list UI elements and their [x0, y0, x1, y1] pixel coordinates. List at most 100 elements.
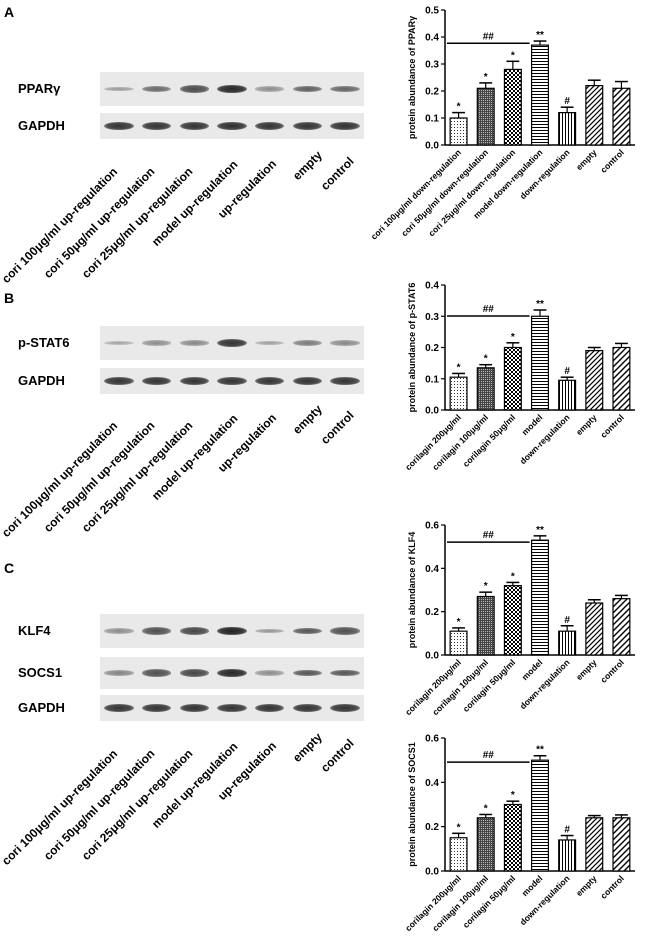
y-tick-label: 0.2	[425, 822, 439, 833]
blot-band	[255, 86, 285, 92]
blot-band	[330, 376, 360, 386]
significance-mark: #	[564, 615, 570, 626]
bracket-label: ##	[483, 750, 495, 761]
blot-band	[255, 703, 285, 713]
blot-band	[330, 627, 360, 635]
y-axis-label: protein abundance of p-STAT6	[407, 283, 417, 413]
blot-band	[179, 627, 209, 635]
blot-band	[292, 627, 323, 635]
y-tick-label: 0.6	[425, 521, 439, 532]
bar	[530, 315, 550, 411]
significance-mark: **	[536, 299, 544, 310]
category-label: model	[520, 412, 545, 437]
blot-band	[255, 670, 285, 676]
significance-mark: *	[484, 72, 488, 83]
panel-letter-b: B	[4, 290, 15, 306]
bar	[612, 817, 631, 872]
bar	[558, 111, 577, 146]
blot-row-label: KLF4	[18, 623, 51, 638]
significance-mark: *	[511, 332, 515, 343]
y-tick-label: 0.4	[425, 778, 439, 789]
significance-mark: **	[536, 745, 544, 756]
y-axis-label: protein abundance of PPARγ	[407, 16, 417, 139]
bar	[476, 87, 495, 146]
bar	[449, 117, 468, 146]
ppar-gamma-chart: 0.0 0.1 0.2 0.3 0.4 0.5 protein abundance of P…	[369, 6, 635, 242]
blot-band	[255, 340, 285, 346]
bar	[503, 803, 522, 872]
blot-band	[292, 669, 323, 677]
bar	[530, 759, 550, 872]
bar	[558, 839, 577, 872]
blot-band	[141, 376, 172, 386]
significance-mark: #	[564, 366, 570, 377]
y-tick-label: 0.3	[425, 60, 439, 71]
y-tick-label: 0.3	[425, 312, 439, 323]
bar	[585, 84, 604, 146]
blot-band	[141, 85, 172, 93]
blot-band	[141, 121, 172, 131]
y-tick-label: 0.0	[425, 867, 439, 878]
y-axis-label: protein abundance of SOCS1	[407, 742, 417, 867]
blot-band	[217, 376, 247, 386]
significance-mark: *	[484, 581, 488, 592]
bar	[530, 44, 550, 146]
bar	[503, 585, 522, 656]
panel-letter-c: C	[4, 560, 15, 576]
blot-row-label: GAPDH	[18, 118, 65, 133]
lane-label: control	[318, 407, 358, 447]
bar	[530, 539, 550, 656]
bracket-label: ##	[483, 31, 495, 42]
blot-band	[292, 703, 323, 713]
blot-band	[292, 340, 323, 346]
blot-band	[104, 670, 134, 676]
blot-band	[292, 121, 323, 131]
y-axis-label: protein abundance of KLF4	[407, 532, 417, 649]
significance-mark: #	[564, 96, 570, 107]
blot-band	[255, 121, 285, 131]
lane-label: empty	[290, 402, 325, 438]
bar	[585, 817, 604, 872]
blot-band	[255, 628, 285, 634]
lane-label: control	[318, 153, 358, 193]
blot-band	[141, 703, 172, 713]
significance-mark: **	[536, 30, 544, 41]
bracket-label: ##	[483, 530, 495, 541]
category-label: down-regulation	[518, 873, 572, 927]
blot-band	[330, 85, 360, 93]
category-label: control	[598, 147, 625, 174]
blot-band	[141, 627, 172, 635]
blot-band	[179, 703, 209, 713]
category-label: down-regulation	[518, 147, 572, 201]
bar	[449, 837, 468, 872]
blot-row-label: PPARγ	[18, 81, 61, 96]
klf4-chart: 0.0 0.2 0.4 0.6 protein abundance of KLF4 * co…	[403, 521, 635, 717]
y-tick-label: 0.1	[425, 374, 439, 385]
y-tick-label: 0.2	[425, 607, 439, 618]
bar	[449, 376, 468, 411]
significance-mark: *	[484, 354, 488, 365]
category-label: empty	[574, 657, 599, 682]
bar	[612, 598, 631, 656]
bar	[503, 346, 522, 411]
category-label: corilagin 50μg/ml	[461, 412, 518, 469]
blot-band	[179, 340, 209, 346]
blot-band	[217, 626, 247, 636]
bar	[612, 346, 631, 411]
y-tick-label: 0.6	[425, 734, 439, 745]
blot-band	[141, 669, 172, 677]
lane-label: empty	[290, 730, 325, 766]
y-tick-label: 0.0	[425, 651, 439, 662]
category-label: control	[598, 657, 625, 684]
blot-band	[217, 703, 247, 713]
blot-band	[141, 340, 172, 346]
blot-band	[179, 85, 209, 93]
significance-mark: *	[457, 362, 461, 373]
significance-mark: **	[536, 525, 544, 536]
blot-band	[104, 628, 134, 634]
significance-mark: *	[511, 790, 515, 801]
blot-band	[104, 703, 134, 713]
blot-band	[255, 376, 285, 386]
significance-mark: *	[511, 50, 515, 61]
significance-mark: *	[484, 803, 488, 814]
